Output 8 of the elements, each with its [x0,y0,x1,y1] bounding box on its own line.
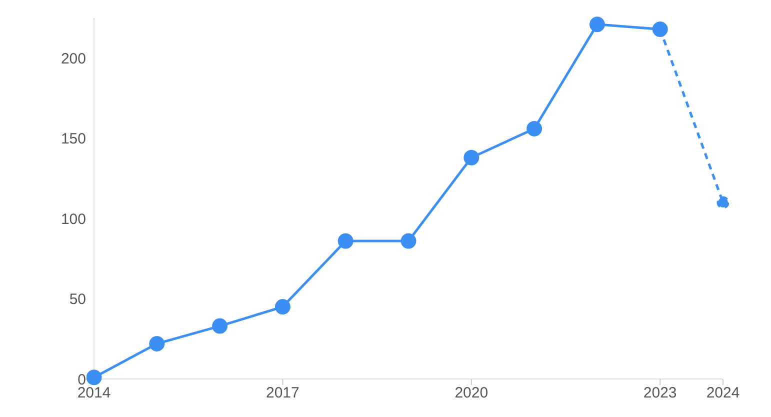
x-tick-label: 2017 [266,384,300,402]
x-tick-label: 2024 [706,384,740,402]
x-tick-label: 2020 [454,384,488,402]
y-tick-label: 100 [60,210,86,228]
y-tick-label: 50 [69,291,86,308]
y-tick-label: 200 [60,50,86,68]
x-tick-label: 2023 [643,384,677,402]
y-tick-label: 150 [60,130,86,148]
